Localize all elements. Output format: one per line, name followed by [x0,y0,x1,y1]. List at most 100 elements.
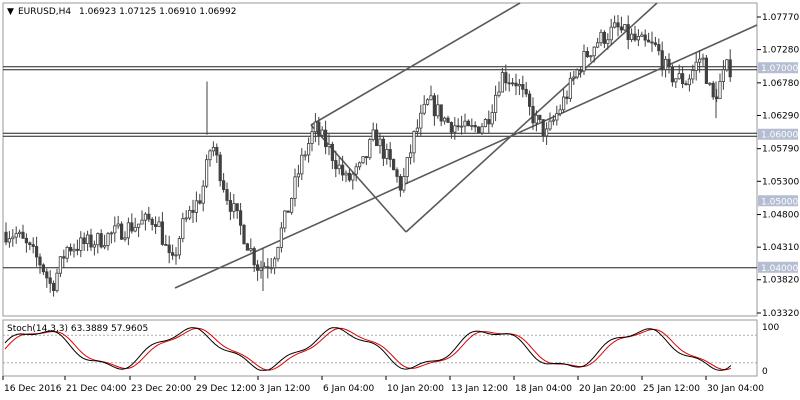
candle-body [606,39,610,44]
candle-body [575,69,579,78]
candle-body [65,247,69,259]
level-label-text: 1.04000 [761,264,798,274]
candle-body [228,200,232,212]
candle-body [633,33,637,41]
candle-body [75,248,79,251]
candle-body [283,210,287,229]
candle-body [86,234,90,245]
candle-body [572,76,576,79]
candle-body [269,267,273,270]
candle-body [653,42,658,45]
ohlc-readout: 1.06923 1.07125 1.06910 1.06992 [79,7,236,17]
candle-body [524,88,528,95]
candle-body [340,164,345,176]
level-label-box [758,261,798,273]
stoch-top-label: 100 [762,323,779,333]
candle-body [279,227,284,248]
candle-body [198,200,202,204]
candle-body [255,264,260,271]
candle-body [374,129,379,147]
candle-body [670,66,675,83]
candle-body [245,243,249,251]
candle-body [381,138,386,159]
candle-body [436,104,440,117]
candle-body [21,231,25,239]
candle-body [391,159,396,171]
candle-body [480,126,484,134]
candle-body [123,237,127,240]
candle-body [160,221,164,245]
time-tick-label: 3 Jan 12:00 [259,384,311,394]
candle-body [289,198,294,213]
candle-body [398,176,403,191]
price-tick-label: 1.04310 [762,243,799,253]
candle-body [323,129,328,148]
candle-body [385,149,389,159]
candle-body [11,236,15,240]
candle-body [691,70,695,80]
candle-body [252,248,256,266]
candle-body [116,223,120,227]
candle-body [4,231,8,243]
candle-body [442,117,447,122]
candle-body [310,131,314,144]
candle-body [276,246,280,260]
candle-body [82,237,86,245]
candle-body [585,50,590,58]
candle-body [582,50,586,72]
price-tick-label: 1.06290 [762,111,799,121]
candle-body [55,272,59,292]
candle-body [667,58,671,68]
candle-body [476,126,481,134]
candle-body [225,189,229,201]
time-tick-label: 16 Dec 2016 [4,384,62,394]
candle-body [191,209,195,213]
candle-body [681,73,685,85]
level-label-box [758,195,798,207]
candle-body [568,77,573,99]
candle-body [521,84,525,90]
candle-body [647,39,651,43]
candle-body [320,129,324,136]
candle-body [364,156,369,159]
time-tick-label: 30 Jan 04:00 [707,384,764,394]
level-label-box [758,128,798,140]
candle-body [41,264,46,273]
candle-body [602,31,607,44]
candle-body [58,256,63,274]
candle-body [609,26,613,41]
candle-body [194,200,198,213]
candle-body [541,119,545,137]
candle-body [96,233,100,246]
candle-body [259,267,263,271]
candle-body [425,99,430,105]
candle-body [344,172,348,176]
candle-body [623,24,627,31]
collapse-triangle-icon[interactable]: ▼ [7,7,14,17]
candle-body [449,122,454,133]
main-panel [2,2,758,317]
candle-body [459,125,464,128]
candle-body [619,26,624,31]
candle-body [327,143,331,148]
candle-body [334,160,338,170]
candle-body [351,173,355,181]
candle-body [483,119,488,128]
channel-line[interactable] [310,2,521,126]
candle-body [354,166,358,175]
candle-body [636,36,641,41]
candle-body [528,93,532,107]
candle-body [306,143,311,156]
level-label: 1.06000 [758,128,798,141]
time-axis: 16 Dec 2016 21 Dec 04:00 23 Dec 20:00 29 De… [2,376,764,394]
candle-body [378,138,382,147]
candle-body [701,57,705,60]
candle-body [357,162,362,168]
candle-body [28,242,32,245]
candle-body [487,119,491,125]
candle-body [429,95,433,101]
candles [4,14,732,297]
channel-line[interactable] [174,24,758,289]
time-tick-label: 23 Dec 20:00 [131,384,192,394]
